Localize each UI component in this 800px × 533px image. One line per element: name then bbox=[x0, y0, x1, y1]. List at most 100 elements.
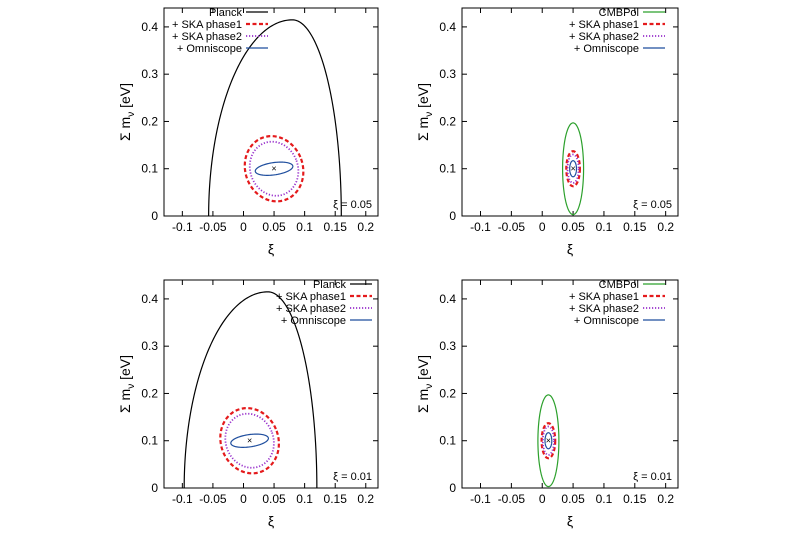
panel-bottom-left: -0.1 -0.05 0 0.05 0.1 0.15 0.2 0 0.1 0.2 0.3 0.4 ξ Σ … bbox=[117, 279, 379, 529]
y-tick-label: 0.1 bbox=[141, 162, 158, 176]
y-axis-label: Σ mν [eV] bbox=[117, 83, 137, 141]
xi-annotation: ξ = 0.05 bbox=[333, 199, 372, 211]
y-axis-label-main: Σ m bbox=[415, 117, 431, 141]
legend-label: + SKA phase1 bbox=[569, 19, 639, 31]
x-tick-label: -0.1 bbox=[172, 220, 193, 234]
legend-label: + SKA phase1 bbox=[276, 291, 346, 303]
x-tick-label: -0.1 bbox=[470, 220, 491, 234]
contour-omniscope bbox=[254, 161, 294, 176]
panel-bottom-right: -0.1 -0.05 0 0.05 0.1 0.15 0.2 0 0.1 0.2 0.3 0.4 ξ Σ … bbox=[415, 279, 679, 529]
x-tick-label: 0 bbox=[240, 220, 247, 234]
x-tick-label: 0.1 bbox=[596, 492, 613, 506]
contour-omniscope bbox=[544, 432, 553, 450]
legend-label: + SKA phase2 bbox=[569, 303, 639, 315]
x-tick-label: 0.15 bbox=[623, 492, 647, 506]
y-axis-label-unit: [eV] bbox=[415, 83, 431, 112]
y-axis-label-unit: [eV] bbox=[117, 355, 133, 384]
y-tick-label: 0.1 bbox=[439, 434, 456, 448]
legend-label: CMBPol bbox=[599, 279, 639, 291]
legend-label: + SKA phase2 bbox=[172, 31, 242, 43]
contour-planck bbox=[183, 291, 318, 488]
legend-label: + SKA phase2 bbox=[276, 303, 346, 315]
y-tick-label: 0.2 bbox=[141, 386, 158, 400]
plot-frame bbox=[163, 279, 379, 489]
x-tick-label: -0.1 bbox=[172, 492, 193, 506]
y-axis-label-main: Σ m bbox=[415, 389, 431, 413]
contour-ska-phase1 bbox=[219, 407, 280, 475]
contour-cmbpol bbox=[537, 394, 560, 488]
contour-ska-phase2 bbox=[566, 153, 580, 184]
fiducial-marker: × bbox=[570, 164, 575, 174]
x-axis-label: ξ bbox=[567, 513, 573, 529]
plot-frame bbox=[461, 7, 679, 217]
y-axis-label-subscript: ν bbox=[126, 384, 137, 389]
x-tick-label: 0.15 bbox=[324, 220, 348, 234]
legend: CMBPol+ SKA phase1+ SKA phase2+ Omniscop… bbox=[569, 279, 665, 327]
x-tick-label: 0.2 bbox=[357, 492, 374, 506]
x-tick-label: 0.05 bbox=[561, 220, 585, 234]
legend: CMBPol+ SKA phase1+ SKA phase2+ Omniscop… bbox=[569, 7, 665, 55]
y-tick-label: 0 bbox=[151, 481, 158, 495]
x-tick-label: -0.1 bbox=[470, 492, 491, 506]
x-tick-label: 0.1 bbox=[296, 220, 313, 234]
contour-curves bbox=[183, 291, 318, 488]
legend-label: + Omniscope bbox=[574, 43, 639, 55]
xi-annotation: ξ = 0.01 bbox=[633, 471, 672, 483]
y-tick-label: 0.2 bbox=[141, 114, 158, 128]
y-axis-label-subscript: ν bbox=[424, 384, 435, 389]
x-tick-label: 0.05 bbox=[561, 492, 585, 506]
legend: Planck+ SKA phase1+ SKA phase2+ Omniscop… bbox=[172, 7, 268, 55]
legend-label: + Omniscope bbox=[177, 43, 242, 55]
x-tick-label: 0 bbox=[539, 220, 546, 234]
x-tick-label: 0.2 bbox=[657, 492, 674, 506]
contour-cmbpol bbox=[561, 122, 585, 216]
y-tick-label: 0.1 bbox=[141, 434, 158, 448]
xi-annotation: ξ = 0.01 bbox=[333, 471, 372, 483]
contour-ska-phase1 bbox=[565, 150, 581, 188]
contour-curves bbox=[208, 19, 342, 216]
plot-frame bbox=[163, 7, 379, 217]
y-axis-label-main: Σ m bbox=[117, 117, 133, 141]
panel-top-left: -0.1 -0.05 0 0.05 0.1 0.15 0.2 0 0.1 0.2 0.3 0.4 ξ Σ … bbox=[117, 7, 379, 257]
y-tick-label: 0.4 bbox=[141, 292, 158, 306]
plot-frame bbox=[461, 279, 679, 489]
y-tick-label: 0.1 bbox=[439, 162, 456, 176]
x-tick-label: 0.1 bbox=[596, 220, 613, 234]
contour-omniscope bbox=[569, 160, 578, 178]
legend-label: + SKA phase1 bbox=[172, 19, 242, 31]
x-tick-label: 0.15 bbox=[324, 492, 348, 506]
x-tick-label: 0 bbox=[240, 492, 247, 506]
y-tick-label: 0.4 bbox=[439, 20, 456, 34]
legend-label: Planck bbox=[313, 279, 347, 291]
contour-ska-phase1 bbox=[540, 422, 557, 460]
x-tick-label: 0.2 bbox=[357, 220, 374, 234]
fiducial-marker: × bbox=[271, 164, 276, 174]
x-tick-label: 0.15 bbox=[623, 220, 647, 234]
y-tick-label: 0 bbox=[449, 209, 456, 223]
y-tick-label: 0.2 bbox=[439, 386, 456, 400]
contour-ska-phase1 bbox=[243, 135, 305, 203]
y-tick-label: 0.3 bbox=[141, 67, 158, 81]
x-axis-label: ξ bbox=[268, 241, 274, 257]
x-axis-label: ξ bbox=[567, 241, 573, 257]
fiducial-marker: × bbox=[546, 436, 551, 446]
contour-ska-phase2 bbox=[248, 140, 300, 197]
y-tick-label: 0.3 bbox=[439, 67, 456, 81]
legend-label: + Omniscope bbox=[281, 315, 346, 327]
y-axis-label-subscript: ν bbox=[126, 112, 137, 117]
y-tick-label: 0.4 bbox=[141, 20, 158, 34]
y-tick-label: 0.3 bbox=[439, 339, 456, 353]
y-axis-label: Σ mν [eV] bbox=[117, 355, 137, 413]
x-tick-label: 0 bbox=[539, 492, 546, 506]
legend-label: + Omniscope bbox=[574, 315, 639, 327]
y-axis-label-unit: [eV] bbox=[117, 83, 133, 112]
y-tick-label: 0.3 bbox=[141, 339, 158, 353]
x-tick-label: -0.05 bbox=[199, 492, 227, 506]
y-tick-label: 0.4 bbox=[439, 292, 456, 306]
y-axis-label-main: Σ m bbox=[117, 389, 133, 413]
x-tick-label: 0.05 bbox=[262, 220, 286, 234]
legend-label: Planck bbox=[209, 7, 243, 19]
legend-label: CMBPol bbox=[599, 7, 639, 19]
y-axis-label: Σ mν [eV] bbox=[415, 355, 435, 413]
